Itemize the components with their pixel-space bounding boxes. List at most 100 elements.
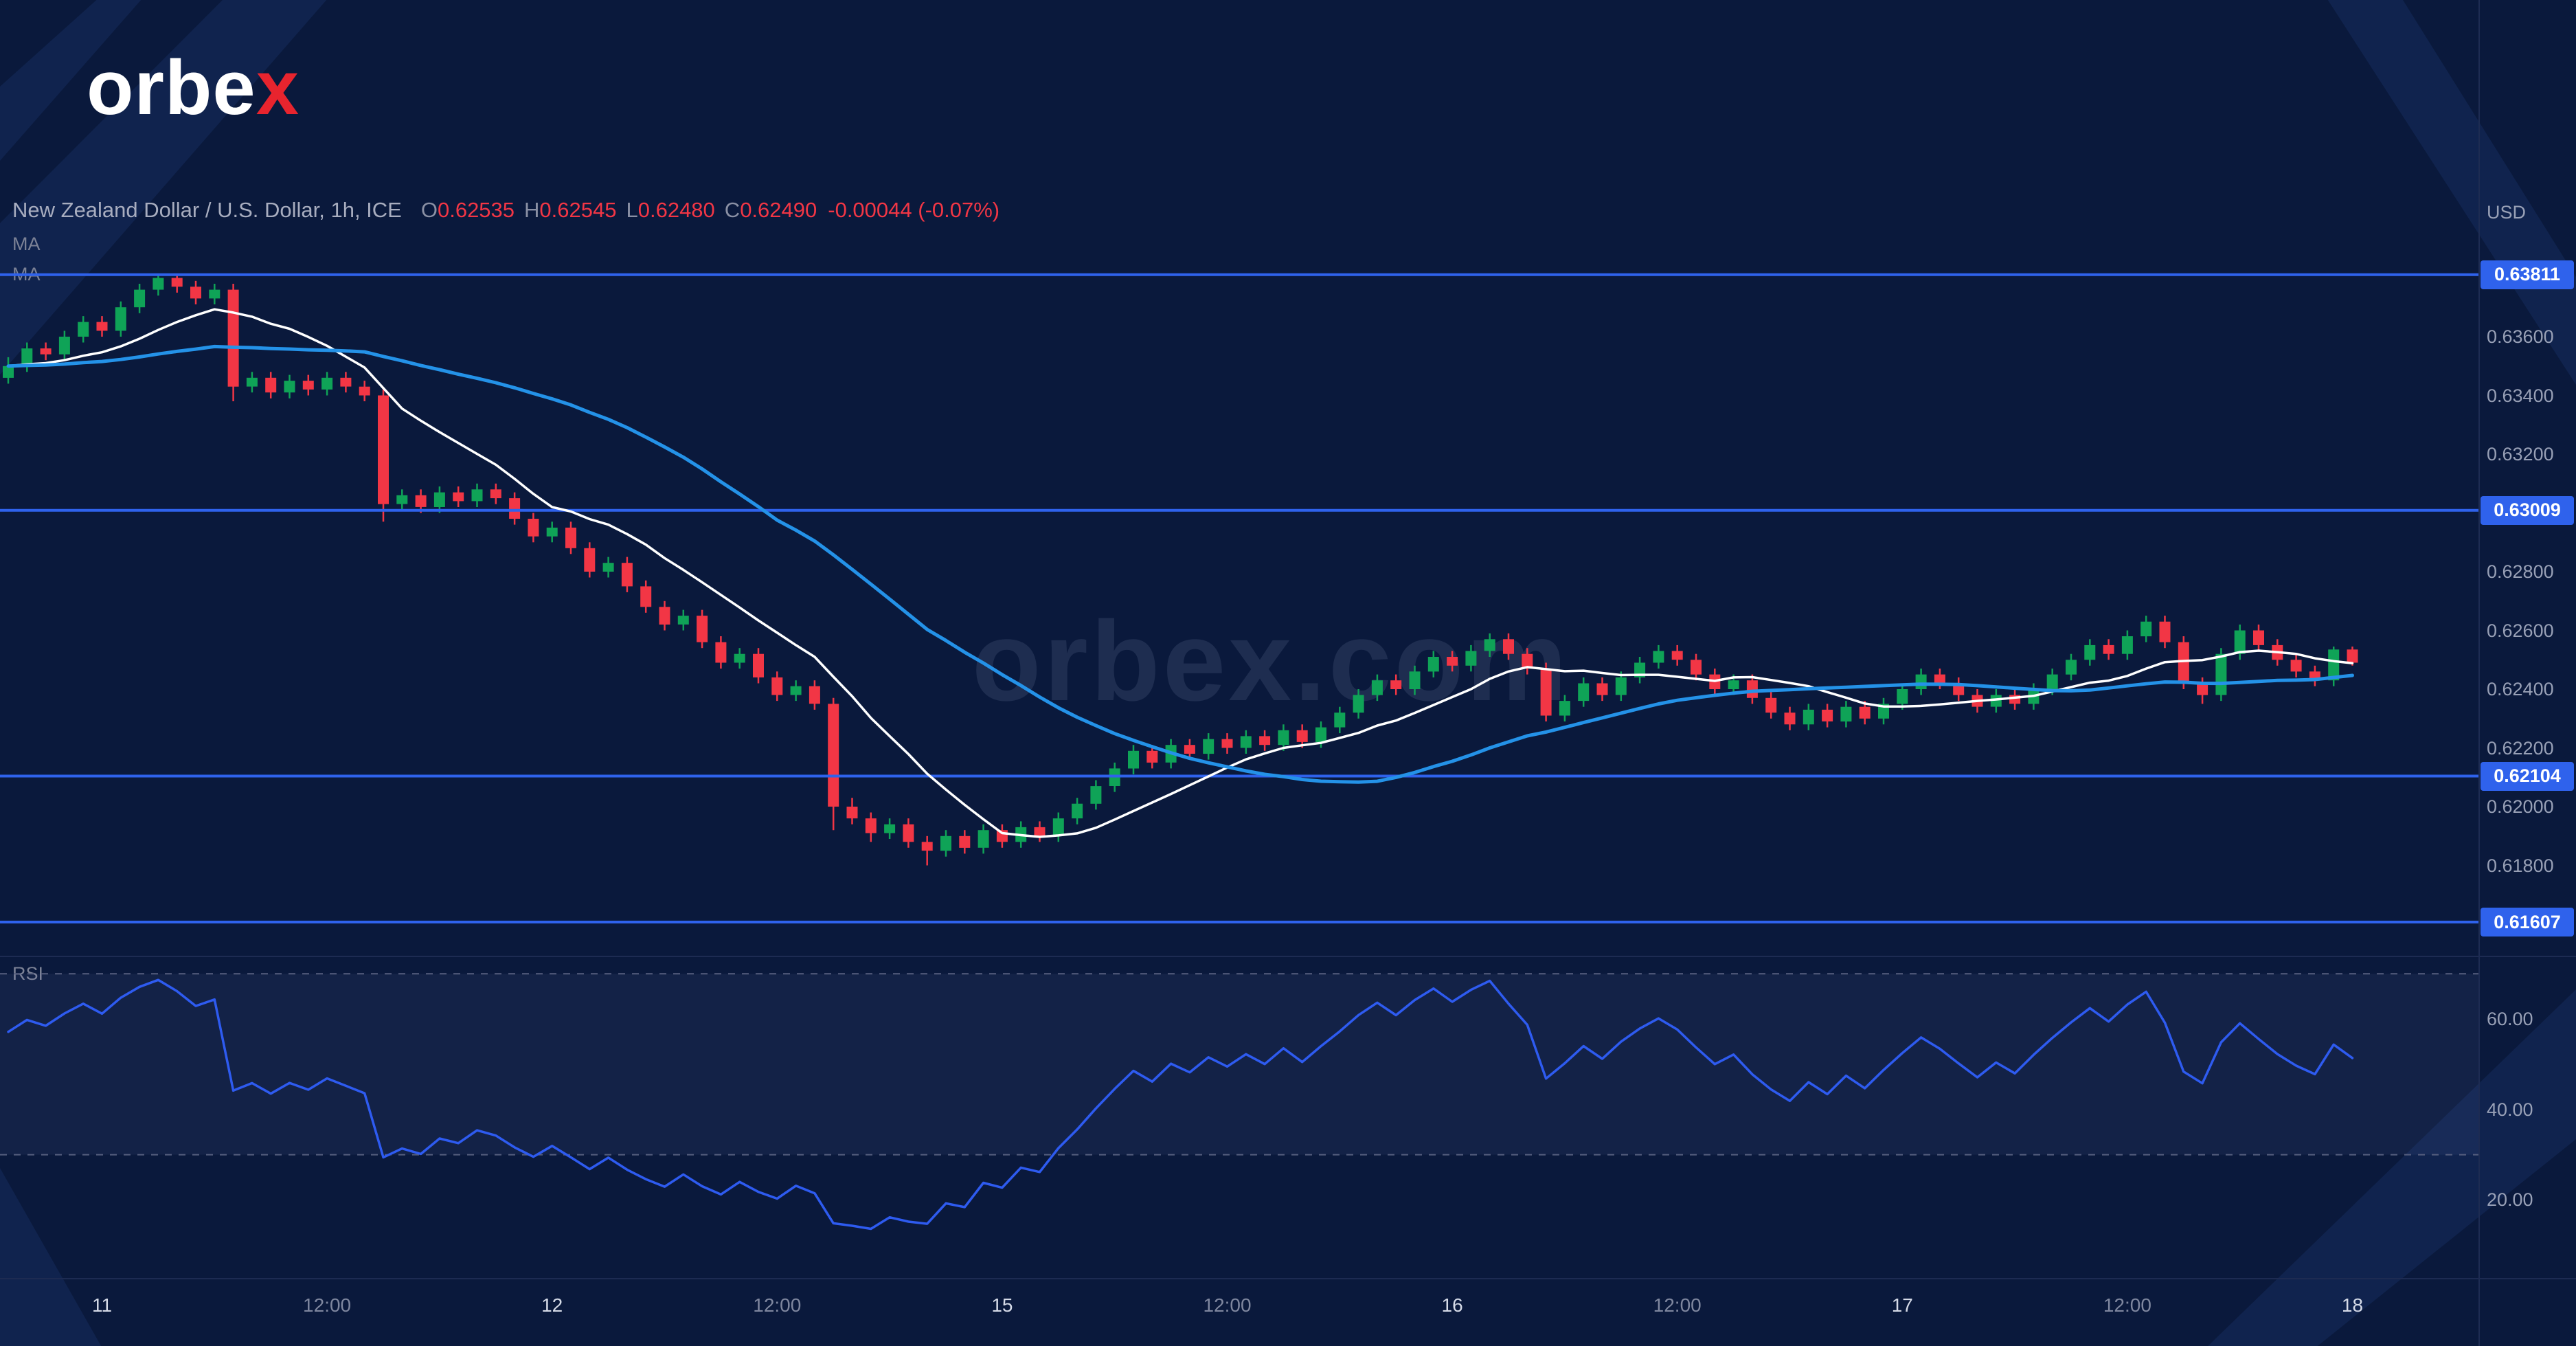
ma-line-slow[interactable] <box>6 344 2354 784</box>
candle[interactable] <box>1128 750 1139 769</box>
candle[interactable] <box>171 278 183 287</box>
candle[interactable] <box>1840 706 1852 722</box>
candle[interactable] <box>3 366 14 378</box>
candle[interactable] <box>2140 621 2152 637</box>
candle[interactable] <box>602 563 614 572</box>
candle[interactable] <box>2103 644 2114 654</box>
candle[interactable] <box>809 686 820 704</box>
candle[interactable] <box>1353 695 1364 713</box>
candle[interactable] <box>359 386 370 396</box>
candle[interactable] <box>1034 827 1046 836</box>
candle[interactable] <box>1447 657 1458 666</box>
candle[interactable] <box>453 492 464 502</box>
candle[interactable] <box>1278 730 1289 745</box>
candle[interactable] <box>227 289 239 387</box>
candle[interactable] <box>190 287 201 299</box>
candle[interactable] <box>134 289 146 308</box>
candle[interactable] <box>1221 739 1233 748</box>
candle[interactable] <box>265 377 277 393</box>
candle[interactable] <box>1052 818 1064 836</box>
candle[interactable] <box>1315 727 1326 742</box>
candle[interactable] <box>978 830 989 848</box>
ma-line-fast[interactable] <box>7 308 2354 838</box>
candle[interactable] <box>1184 745 1195 754</box>
candle[interactable] <box>1859 706 1871 719</box>
candle[interactable] <box>378 395 389 504</box>
candle[interactable] <box>1371 680 1383 695</box>
candle[interactable] <box>2159 621 2171 642</box>
candle[interactable] <box>2290 660 2302 672</box>
rsi-chart[interactable] <box>0 958 2478 1278</box>
candle[interactable] <box>734 653 745 663</box>
candle[interactable] <box>790 686 802 695</box>
candle[interactable] <box>1765 697 1777 713</box>
candle[interactable] <box>1653 651 1664 663</box>
candle[interactable] <box>115 307 126 331</box>
candle[interactable] <box>546 527 558 537</box>
candle[interactable] <box>1409 671 1421 689</box>
candle[interactable] <box>2066 660 2077 675</box>
candle[interactable] <box>302 381 314 390</box>
candle[interactable] <box>1691 660 1702 675</box>
candle[interactable] <box>1728 680 1739 689</box>
ma-legend-1[interactable]: MA <box>12 234 41 254</box>
candle[interactable] <box>1072 803 1083 819</box>
candle[interactable] <box>1540 669 1552 716</box>
candle[interactable] <box>415 495 427 507</box>
candle[interactable] <box>1915 674 1927 689</box>
pane-separator[interactable] <box>0 956 2576 957</box>
candle[interactable] <box>771 677 783 695</box>
candle[interactable] <box>1146 750 1158 763</box>
candle[interactable] <box>697 616 708 642</box>
candle[interactable] <box>884 824 896 833</box>
candle[interactable] <box>1897 689 1908 704</box>
candle[interactable] <box>2084 644 2096 660</box>
candle[interactable] <box>846 807 858 819</box>
candle[interactable] <box>2121 636 2133 654</box>
candle[interactable] <box>1296 730 1308 742</box>
candle[interactable] <box>1934 674 1945 684</box>
candle[interactable] <box>2347 649 2358 663</box>
candle[interactable] <box>21 348 33 366</box>
candle[interactable] <box>659 607 670 625</box>
candle[interactable] <box>903 824 914 842</box>
candle[interactable] <box>1390 680 1402 689</box>
candle[interactable] <box>433 492 445 507</box>
price-chart[interactable] <box>0 199 2478 957</box>
candle[interactable] <box>1615 677 1627 695</box>
candle[interactable] <box>528 519 539 537</box>
candle[interactable] <box>96 322 108 331</box>
candle[interactable] <box>677 616 689 625</box>
candle[interactable] <box>246 377 258 387</box>
candle[interactable] <box>865 818 877 833</box>
candle[interactable] <box>209 289 221 299</box>
candle[interactable] <box>640 586 652 607</box>
symbol-title[interactable]: New Zealand Dollar / U.S. Dollar, 1h, IC… <box>12 198 402 222</box>
candle[interactable] <box>2253 630 2264 645</box>
candle[interactable] <box>1596 683 1608 695</box>
candle[interactable] <box>1427 657 1439 672</box>
candle[interactable] <box>471 489 483 502</box>
candle[interactable] <box>1203 739 1214 754</box>
candle[interactable] <box>959 835 971 848</box>
candle[interactable] <box>1334 713 1346 728</box>
candle[interactable] <box>1671 651 1683 660</box>
candle[interactable] <box>490 489 501 499</box>
candle[interactable] <box>2328 649 2340 681</box>
candle[interactable] <box>1522 653 1533 669</box>
candle[interactable] <box>2234 630 2246 654</box>
candle[interactable] <box>1784 713 1796 725</box>
candle[interactable] <box>1803 709 1814 725</box>
candle[interactable] <box>715 642 727 663</box>
candle[interactable] <box>940 835 951 851</box>
candle[interactable] <box>78 322 89 337</box>
candle[interactable] <box>2215 653 2227 695</box>
candle[interactable] <box>1559 701 1570 716</box>
candle[interactable] <box>2197 683 2208 695</box>
candle[interactable] <box>509 498 521 519</box>
rsi-line[interactable] <box>7 978 2354 1231</box>
candle[interactable] <box>2178 642 2189 684</box>
candle[interactable] <box>58 337 70 355</box>
candle[interactable] <box>621 563 633 587</box>
candle[interactable] <box>584 548 596 572</box>
